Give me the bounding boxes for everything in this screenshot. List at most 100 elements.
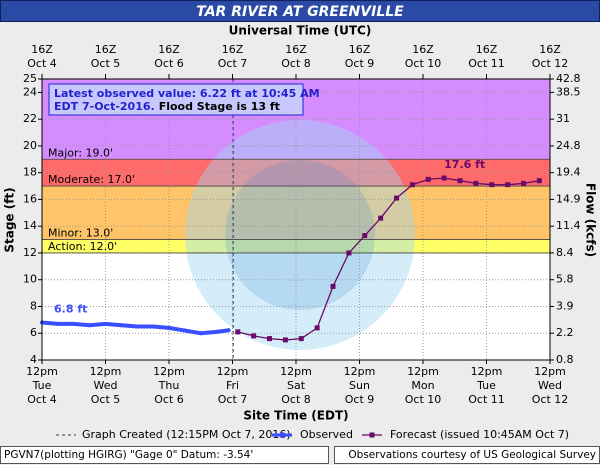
- y2-tick-label: 38.5: [556, 85, 581, 98]
- y2-tick-label: 11.4: [556, 219, 581, 232]
- y2-tick-label: 2.2: [556, 326, 574, 339]
- annotation-part: Flood Stage is 13 ft: [159, 100, 280, 113]
- legend-swatch: [279, 432, 285, 438]
- watermark: [225, 160, 375, 310]
- data-label: 6.8 ft: [54, 303, 87, 316]
- forecast-point: [314, 325, 320, 331]
- observed-point: [135, 324, 140, 329]
- top-x-tick-label: 16Z: [476, 43, 498, 56]
- data-label: 17.6 ft: [444, 158, 485, 171]
- watermark: [185, 120, 415, 350]
- x-axis-title: Site Time (EDT): [243, 409, 348, 423]
- x-tick-label: Sat: [287, 379, 306, 392]
- x-tick-label: 12pm: [280, 365, 312, 378]
- flood-stage-label: Minor: 13.0': [48, 227, 113, 240]
- y2-tick-label: 19.4: [556, 166, 581, 179]
- observed-point: [182, 328, 187, 333]
- x-tick-label: Oct 11: [468, 393, 505, 406]
- y-tick-label: 24: [23, 85, 37, 98]
- x-tick-label: Oct 9: [345, 393, 375, 406]
- legend-label: Graph Created (12:15PM Oct 7, 2016): [82, 428, 291, 441]
- x-tick-label: 12pm: [153, 365, 185, 378]
- forecast-point: [457, 178, 463, 184]
- flood-band: [42, 239, 550, 253]
- y2-tick-label: 24.8: [556, 139, 581, 152]
- y-tick-label: 6: [30, 326, 37, 339]
- flood-stage-label: Major: 19.0': [48, 146, 113, 159]
- y-tick-label: 10: [23, 273, 37, 286]
- top-x-tick-label: Oct 7: [218, 57, 248, 70]
- observed-point: [214, 329, 219, 334]
- x-tick-label: 12pm: [471, 365, 503, 378]
- legend-label: Forecast (issued 10:45AM Oct 7): [390, 428, 569, 441]
- y-tick-label: 16: [23, 192, 37, 205]
- forecast-line: [237, 177, 540, 341]
- forecast-point: [282, 337, 288, 343]
- top-x-tick-label: Oct 10: [405, 57, 442, 70]
- forecast-point: [473, 180, 479, 186]
- x-tick-label: Wed: [538, 379, 562, 392]
- observed-point: [103, 321, 108, 326]
- x-tick-label: 12pm: [217, 365, 249, 378]
- x-tick-label: 12pm: [344, 365, 376, 378]
- annotation-box: [48, 83, 304, 116]
- top-x-tick-label: Oct 9: [345, 57, 375, 70]
- y2-tick-label: 42.8: [556, 72, 581, 85]
- observed-point: [119, 323, 124, 328]
- forecast-point: [330, 283, 336, 289]
- y2-tick-label: 0.8: [556, 353, 574, 366]
- x-tick-label: 12pm: [26, 365, 58, 378]
- x-tick-label: Mon: [411, 379, 434, 392]
- forecast-point: [235, 329, 241, 335]
- forecast-point: [536, 178, 542, 184]
- y-tick-label: 12: [23, 246, 37, 259]
- x-tick-label: Tue: [32, 379, 52, 392]
- footer-box: [0, 446, 329, 464]
- annotation: Latest observed value: 6.22 ft at 10:45 …: [54, 87, 320, 100]
- y2-axis-title: Flow (kcfs): [584, 183, 598, 257]
- observed-point: [55, 321, 60, 326]
- x-tick-label: Sun: [349, 379, 370, 392]
- x-tick-label: Oct 4: [27, 393, 57, 406]
- flood-band: [42, 186, 550, 240]
- x-tick-label: Fri: [226, 379, 239, 392]
- x-tick-label: Oct 8: [281, 393, 311, 406]
- plot-frame: [41, 78, 551, 361]
- flood-stage-label: Moderate: 17.0': [48, 173, 135, 186]
- annotation-part: EDT 7-Oct-2016.: [54, 100, 155, 113]
- observed-point: [226, 328, 231, 333]
- top-x-tick-label: Oct 5: [91, 57, 121, 70]
- x-tick-label: Oct 5: [91, 393, 121, 406]
- chart-title: TAR RIVER AT GREENVILLE: [196, 4, 404, 20]
- forecast-point: [394, 195, 400, 201]
- footer-left: PGVN7(plotting HGIRG) "Gage 0" Datum: -3…: [4, 449, 253, 461]
- observed-point: [198, 331, 203, 336]
- flood-stage-label: Action: 12.0': [48, 240, 117, 253]
- legend-swatch: [369, 432, 375, 438]
- x-tick-label: Oct 7: [218, 393, 248, 406]
- x-tick-label: Oct 6: [154, 393, 184, 406]
- forecast-point: [251, 333, 257, 339]
- x-tick-label: 12pm: [90, 365, 122, 378]
- observed-point: [151, 324, 156, 329]
- top-x-tick-label: 16Z: [222, 43, 244, 56]
- y-tick-label: 4: [30, 353, 37, 366]
- forecast-point: [362, 233, 368, 239]
- observed-point: [167, 325, 171, 330]
- y-tick-label: 22: [23, 112, 37, 125]
- top-x-tick-label: Oct 8: [281, 57, 311, 70]
- x-tick-label: Thu: [158, 379, 180, 392]
- y-tick-label: 25: [23, 72, 37, 85]
- y2-tick-label: 31: [556, 112, 570, 125]
- top-x-tick-label: Oct 12: [532, 57, 569, 70]
- y-tick-label: 20: [23, 139, 37, 152]
- x-tick-label: Oct 12: [532, 393, 569, 406]
- forecast-point: [378, 215, 384, 221]
- forecast-point: [267, 336, 273, 342]
- y2-tick-label: 8.4: [556, 246, 574, 259]
- top-x-tick-label: 16Z: [412, 43, 434, 56]
- x-tick-label: 12pm: [407, 365, 439, 378]
- y-tick-label: 8: [30, 299, 37, 312]
- forecast-point: [505, 182, 511, 188]
